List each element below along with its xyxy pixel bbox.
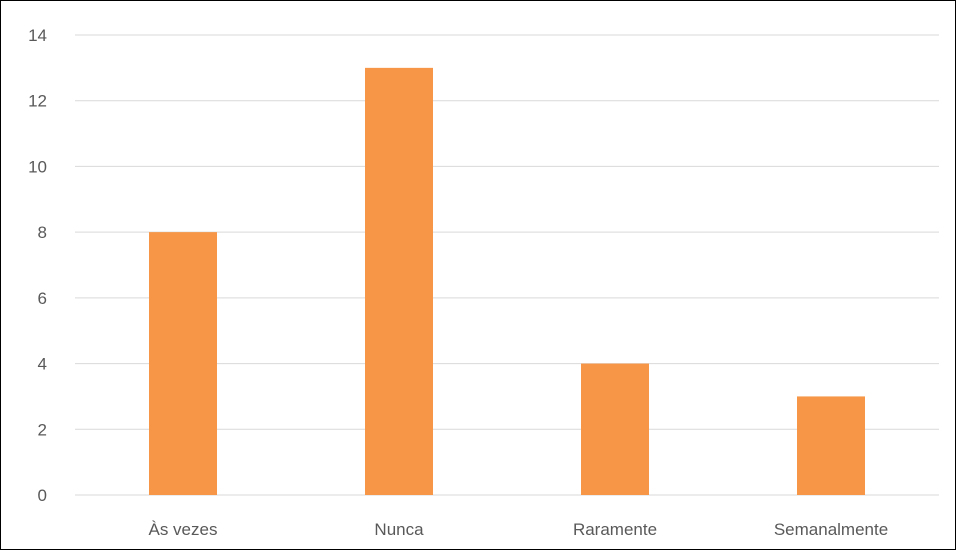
bar: [149, 232, 217, 495]
bar: [365, 67, 433, 495]
x-axis-ticks: Às vezes Nunca Raramente Semanalmente: [149, 520, 889, 539]
bar: [581, 363, 649, 495]
x-tick-label: Raramente: [573, 520, 657, 539]
x-tick-label: Nunca: [374, 520, 424, 539]
x-tick-label: Semanalmente: [774, 520, 888, 539]
y-tick-label: 6: [38, 289, 47, 308]
y-tick-label: 2: [38, 420, 47, 439]
gridlines: [75, 34, 939, 496]
bars: [149, 67, 865, 495]
y-tick-label: 4: [38, 355, 47, 374]
y-tick-label: 14: [28, 26, 47, 45]
y-tick-label: 0: [38, 486, 47, 505]
y-axis-ticks: 0 2 4 6 8 10 12 14: [28, 26, 47, 505]
x-tick-label: Às vezes: [149, 520, 218, 539]
y-tick-label: 10: [28, 157, 47, 176]
bar: [797, 396, 865, 495]
y-tick-label: 12: [28, 92, 47, 111]
y-tick-label: 8: [38, 223, 47, 242]
